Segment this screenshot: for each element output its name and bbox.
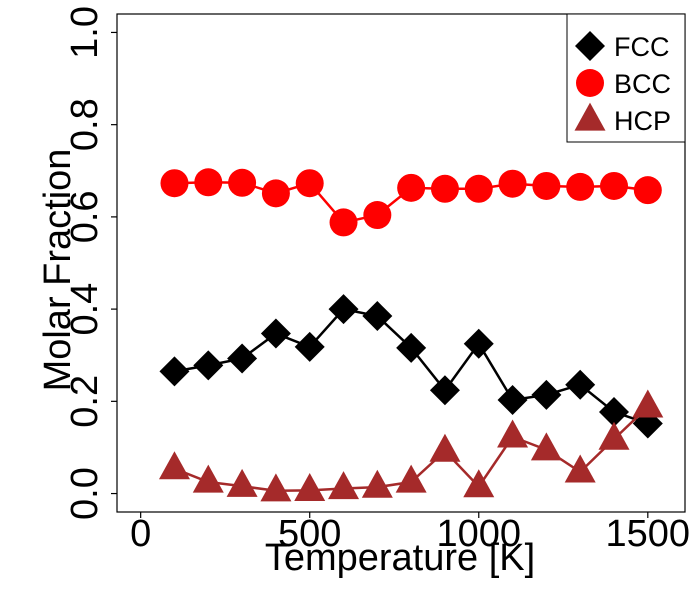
data-point-hcp: [294, 472, 326, 501]
y-tick-label: 0.8: [64, 98, 106, 151]
y-tick-label: 0.2: [64, 375, 106, 428]
data-point-bcc: [295, 169, 324, 198]
data-point-bcc: [397, 173, 426, 202]
legend-marker-bcc: [576, 69, 604, 97]
data-point-bcc: [566, 172, 595, 201]
data-point-fcc: [227, 343, 258, 374]
data-point-hcp: [598, 421, 630, 450]
legend: FCC BCC HCP: [566, 13, 686, 143]
data-point-bcc: [329, 208, 358, 237]
data-point-bcc: [464, 174, 493, 203]
legend-label-bcc: BCC: [614, 69, 671, 99]
x-tick-label: 1500: [606, 513, 691, 555]
data-point-bcc: [633, 176, 662, 205]
data-point-fcc: [531, 379, 562, 410]
axis-layer: 0 500 1000 1500 0.0 0.2 0.4 0.6 0.8 1.0: [64, 6, 690, 555]
data-point-hcp: [530, 432, 562, 461]
data-point-fcc: [599, 396, 629, 427]
data-point-hcp: [226, 468, 258, 497]
legend-label-fcc: FCC: [614, 32, 670, 62]
x-axis-label: Temperature [K]: [265, 537, 535, 579]
y-tick-label: 0.0: [64, 467, 106, 520]
data-point-hcp: [361, 469, 393, 498]
legend-marker-hcp: [574, 102, 606, 131]
data-point-hcp: [632, 389, 664, 418]
y-tick-label: 0.6: [64, 190, 106, 243]
data-point-bcc: [194, 168, 223, 197]
data-point-hcp: [463, 469, 495, 498]
data-point-fcc: [294, 331, 325, 362]
data-point-hcp: [429, 433, 461, 462]
data-point-fcc: [362, 301, 393, 332]
data-point-bcc: [261, 179, 290, 208]
data-point-fcc: [328, 294, 359, 325]
data-point-hcp: [158, 451, 190, 480]
data-point-bcc: [532, 171, 561, 200]
data-point-hcp: [395, 464, 427, 493]
data-point-fcc: [497, 384, 528, 415]
data-point-fcc: [260, 318, 291, 349]
data-point-fcc: [565, 369, 596, 400]
data-point-hcp: [497, 419, 529, 448]
legend-label-hcp: HCP: [614, 106, 671, 136]
data-point-hcp: [564, 454, 596, 483]
data-point-fcc: [429, 375, 460, 406]
data-point-hcp: [260, 473, 292, 502]
plot-frame: [116, 13, 686, 513]
y-axis-label: Molar Fraction: [37, 149, 79, 392]
x-tick-label: 500: [278, 513, 341, 555]
data-point-hcp: [328, 471, 360, 500]
data-point-bcc: [430, 174, 459, 203]
data-point-fcc: [193, 350, 224, 381]
data-point-fcc: [159, 356, 190, 387]
data-point-fcc: [396, 332, 427, 363]
x-tick-label: 0: [130, 513, 151, 555]
data-point-bcc: [498, 169, 527, 198]
data-point-bcc: [363, 201, 392, 230]
legend-marker-fcc: [575, 31, 605, 61]
y-tick-label: 0.4: [64, 283, 106, 336]
y-tick-label: 1.0: [64, 6, 106, 59]
plot-layer: [158, 168, 664, 502]
data-point-hcp: [192, 464, 224, 493]
data-point-bcc: [160, 169, 189, 198]
data-point-bcc: [600, 171, 628, 200]
data-point-bcc: [228, 168, 257, 197]
x-tick-label: 1000: [436, 513, 521, 555]
data-point-fcc: [463, 328, 494, 359]
